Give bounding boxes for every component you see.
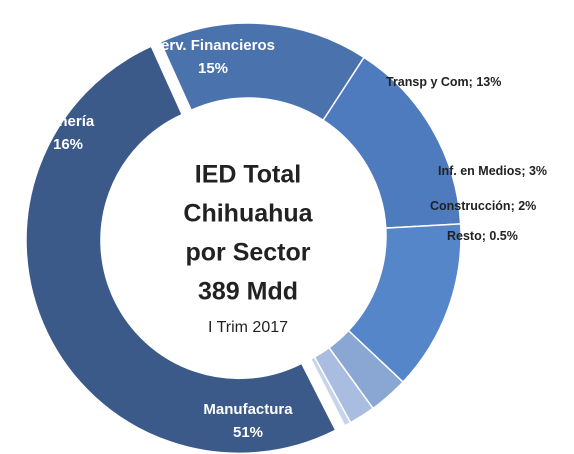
label-separator: ;	[469, 75, 477, 89]
segment-label: Serv. Financieros	[151, 37, 275, 54]
center-subtitle: I Trim 2017	[208, 319, 288, 336]
segment-category: Resto	[447, 229, 482, 243]
label-separator: ;	[511, 199, 519, 213]
segment-label: Inf. en Medios; 3%	[438, 164, 547, 178]
segment-label: Manufactura	[203, 401, 293, 418]
segment-label: Resto; 0.5%	[447, 229, 518, 243]
label-separator: ;	[521, 164, 529, 178]
segment-value-label: 15%	[198, 60, 228, 77]
center-text: IED Total Chihuahua por Sector 389 Mdd	[183, 161, 313, 306]
segment-value-label: 2%	[518, 199, 536, 213]
donut-segment	[309, 355, 352, 427]
segment-value-label: 0.5%	[489, 229, 518, 243]
segment-value-label: 13%	[476, 75, 501, 89]
segment-label: Minería	[42, 113, 95, 130]
segment-label: Transp y Com; 13%	[386, 75, 501, 89]
label-separator: ;	[482, 229, 490, 243]
segment-value-label: 16%	[53, 136, 83, 153]
center-title: 389 Mdd	[198, 278, 298, 306]
segment-category: Construcción	[430, 199, 511, 213]
center-title: Chihuahua	[183, 200, 313, 228]
segment-value-label: 3%	[529, 164, 547, 178]
segment-category: Transp y Com	[386, 75, 469, 89]
segment-category: Inf. en Medios	[438, 164, 521, 178]
center-title: IED Total	[195, 161, 301, 189]
segment-label: Construcción; 2%	[430, 199, 536, 213]
donut-segment	[25, 45, 337, 454]
center-title: por Sector	[185, 239, 310, 267]
segment-value-label: 51%	[233, 424, 263, 441]
